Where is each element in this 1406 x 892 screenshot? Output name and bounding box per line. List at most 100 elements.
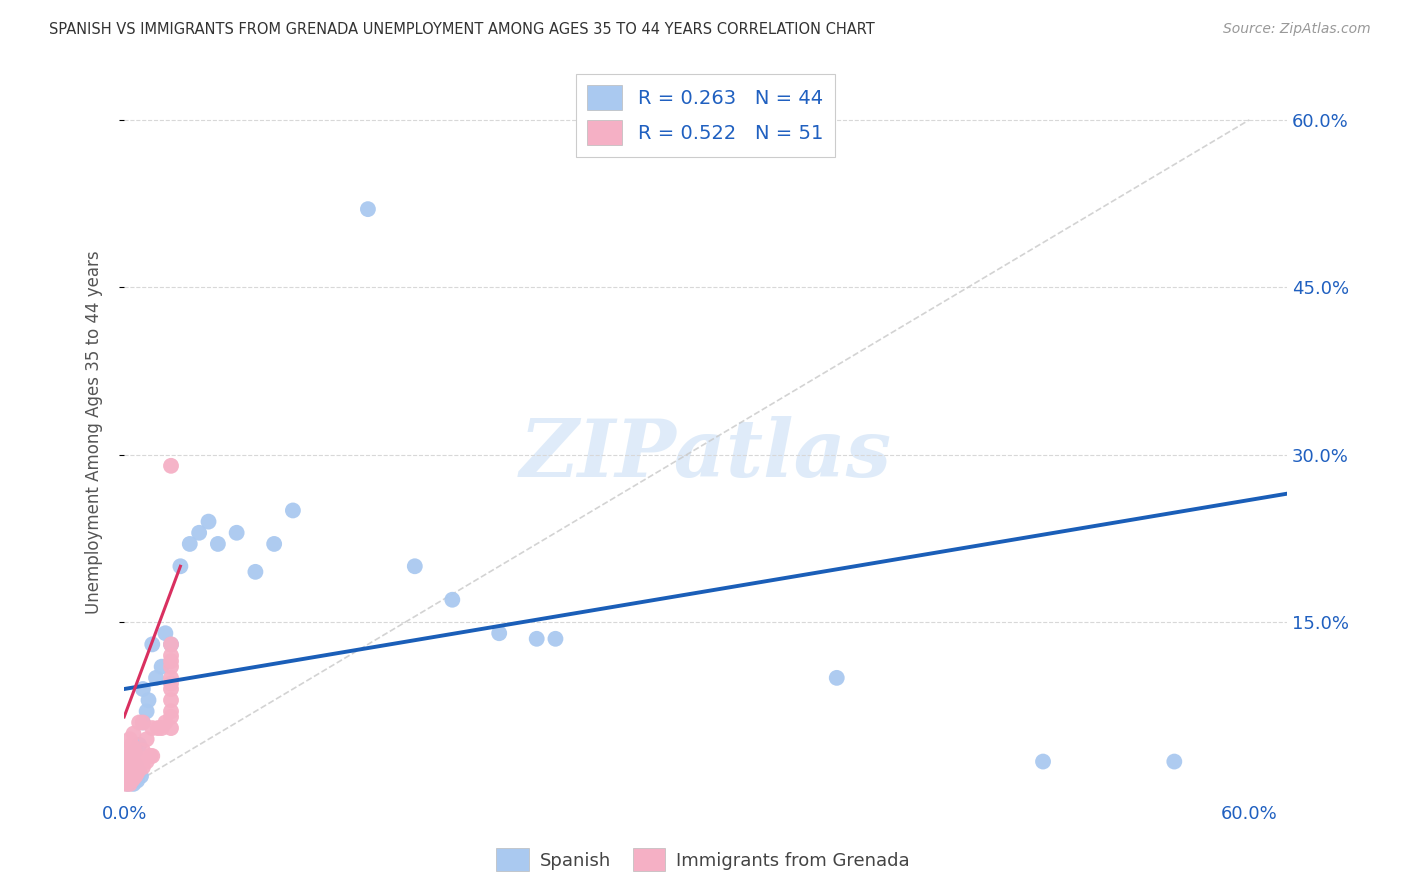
Point bbox=[115, 777, 138, 791]
Point bbox=[132, 760, 155, 774]
Point bbox=[404, 559, 426, 574]
Point bbox=[122, 769, 145, 783]
Point bbox=[118, 760, 141, 774]
Point bbox=[197, 515, 219, 529]
Point bbox=[825, 671, 848, 685]
Point bbox=[141, 721, 163, 735]
Point bbox=[118, 755, 141, 769]
Point bbox=[132, 743, 155, 757]
Point bbox=[160, 693, 183, 707]
Point bbox=[139, 749, 162, 764]
Point bbox=[117, 743, 139, 757]
Point bbox=[188, 525, 211, 540]
Point bbox=[281, 503, 304, 517]
Point bbox=[122, 740, 145, 755]
Point bbox=[150, 721, 173, 735]
Point bbox=[121, 772, 143, 786]
Point bbox=[132, 715, 155, 730]
Point bbox=[169, 559, 191, 574]
Point bbox=[160, 637, 183, 651]
Point bbox=[127, 773, 149, 788]
Point bbox=[118, 769, 141, 783]
Point bbox=[122, 726, 145, 740]
Point bbox=[225, 525, 247, 540]
Text: ZIPatlas: ZIPatlas bbox=[519, 416, 891, 493]
Point bbox=[121, 738, 143, 752]
Point bbox=[141, 637, 163, 651]
Point bbox=[117, 765, 139, 780]
Point bbox=[207, 537, 229, 551]
Point bbox=[121, 773, 143, 788]
Point bbox=[160, 637, 183, 651]
Point bbox=[124, 747, 146, 761]
Point bbox=[128, 738, 150, 752]
Point bbox=[122, 772, 145, 786]
Point bbox=[121, 758, 143, 772]
Point bbox=[155, 626, 177, 640]
Point bbox=[118, 773, 141, 788]
Point bbox=[118, 732, 141, 747]
Point bbox=[245, 565, 267, 579]
Point bbox=[135, 755, 157, 769]
Point bbox=[160, 648, 183, 663]
Point bbox=[138, 693, 160, 707]
Point bbox=[128, 715, 150, 730]
Point bbox=[117, 765, 139, 780]
Point bbox=[526, 632, 548, 646]
Point bbox=[160, 654, 183, 668]
Point bbox=[115, 772, 138, 786]
Legend: R = 0.263   N = 44, R = 0.522   N = 51: R = 0.263 N = 44, R = 0.522 N = 51 bbox=[575, 74, 835, 157]
Point bbox=[150, 659, 173, 673]
Point bbox=[145, 671, 167, 685]
Point bbox=[117, 777, 139, 791]
Point bbox=[128, 765, 150, 780]
Point bbox=[1163, 755, 1185, 769]
Point bbox=[121, 765, 143, 780]
Point bbox=[115, 772, 138, 786]
Point bbox=[122, 751, 145, 765]
Point bbox=[127, 755, 149, 769]
Point bbox=[141, 749, 163, 764]
Point bbox=[124, 758, 146, 772]
Point bbox=[122, 763, 145, 777]
Point bbox=[124, 743, 146, 757]
Point bbox=[160, 676, 183, 690]
Point bbox=[357, 202, 380, 216]
Point bbox=[128, 763, 150, 777]
Point bbox=[129, 769, 152, 783]
Point bbox=[118, 749, 141, 764]
Point bbox=[488, 626, 510, 640]
Point bbox=[263, 537, 285, 551]
Text: Source: ZipAtlas.com: Source: ZipAtlas.com bbox=[1223, 22, 1371, 37]
Point bbox=[115, 760, 138, 774]
Point bbox=[179, 537, 201, 551]
Point bbox=[121, 749, 143, 764]
Point bbox=[160, 721, 183, 735]
Point bbox=[117, 773, 139, 788]
Point bbox=[135, 704, 157, 718]
Point bbox=[124, 758, 146, 772]
Legend: Spanish, Immigrants from Grenada: Spanish, Immigrants from Grenada bbox=[489, 841, 917, 879]
Y-axis label: Unemployment Among Ages 35 to 44 years: Unemployment Among Ages 35 to 44 years bbox=[86, 251, 103, 615]
Point bbox=[441, 592, 464, 607]
Point bbox=[135, 732, 157, 747]
Point bbox=[132, 681, 155, 696]
Text: SPANISH VS IMMIGRANTS FROM GRENADA UNEMPLOYMENT AMONG AGES 35 TO 44 YEARS CORREL: SPANISH VS IMMIGRANTS FROM GRENADA UNEMP… bbox=[49, 22, 875, 37]
Point bbox=[160, 710, 183, 724]
Point bbox=[160, 659, 183, 673]
Point bbox=[1032, 755, 1054, 769]
Point bbox=[160, 681, 183, 696]
Point bbox=[132, 715, 155, 730]
Point bbox=[118, 763, 141, 777]
Point bbox=[544, 632, 567, 646]
Point bbox=[160, 458, 183, 473]
Point bbox=[127, 765, 149, 780]
Point bbox=[160, 671, 183, 685]
Point bbox=[155, 715, 177, 730]
Point bbox=[146, 721, 169, 735]
Point bbox=[118, 777, 141, 791]
Point bbox=[115, 763, 138, 777]
Point bbox=[124, 769, 146, 783]
Point bbox=[117, 755, 139, 769]
Point bbox=[160, 704, 183, 718]
